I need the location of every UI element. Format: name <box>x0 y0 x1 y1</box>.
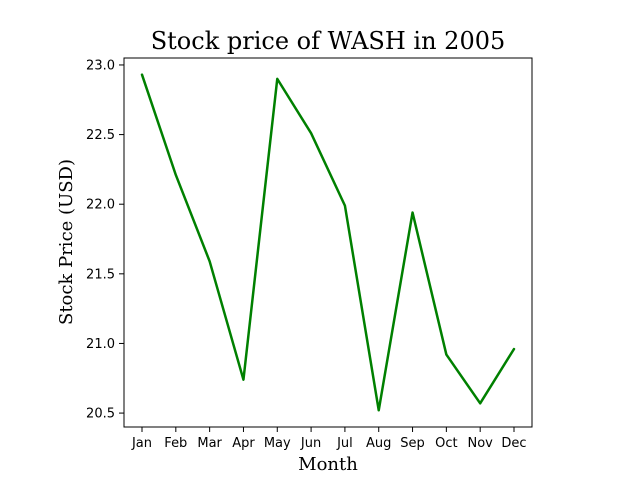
x-tick-label: May <box>264 436 291 451</box>
x-tick-label: Jun <box>300 436 321 451</box>
plot-area-frame <box>123 57 533 428</box>
y-tick-label: 22.5 <box>86 128 115 143</box>
x-axis-label: Month <box>298 454 358 475</box>
x-tick-label: Jul <box>336 436 353 451</box>
y-tick-label: 20.5 <box>86 407 115 422</box>
y-axis: 20.5 21.0 21.5 22.0 22.5 23.0 <box>86 58 124 422</box>
x-tick-label: Mar <box>197 436 222 451</box>
x-tick-label: Feb <box>164 436 187 451</box>
x-tick-label: Sep <box>400 436 425 451</box>
y-tick-label: 23.0 <box>86 58 115 73</box>
y-tick-label: 22.0 <box>86 198 115 213</box>
series-line-wash <box>140 73 516 412</box>
x-tick-label: Dec <box>501 436 526 451</box>
x-tick-label: Oct <box>435 436 457 451</box>
x-tick-label: Jan <box>131 436 152 451</box>
x-tick-label: Aug <box>366 436 391 451</box>
x-tick-label: Nov <box>467 436 493 451</box>
y-tick-label: 21.0 <box>86 337 115 352</box>
x-axis: Jan Feb Mar Apr May Jun Jul Aug Sep Oct Nov Dec <box>131 427 527 451</box>
x-tick-label: Apr <box>232 436 255 451</box>
chart-title: Stock price of WASH in 2005 <box>151 27 506 55</box>
y-tick-label: 21.5 <box>86 267 115 282</box>
y-axis-label: Stock Price (USD) <box>56 159 77 325</box>
